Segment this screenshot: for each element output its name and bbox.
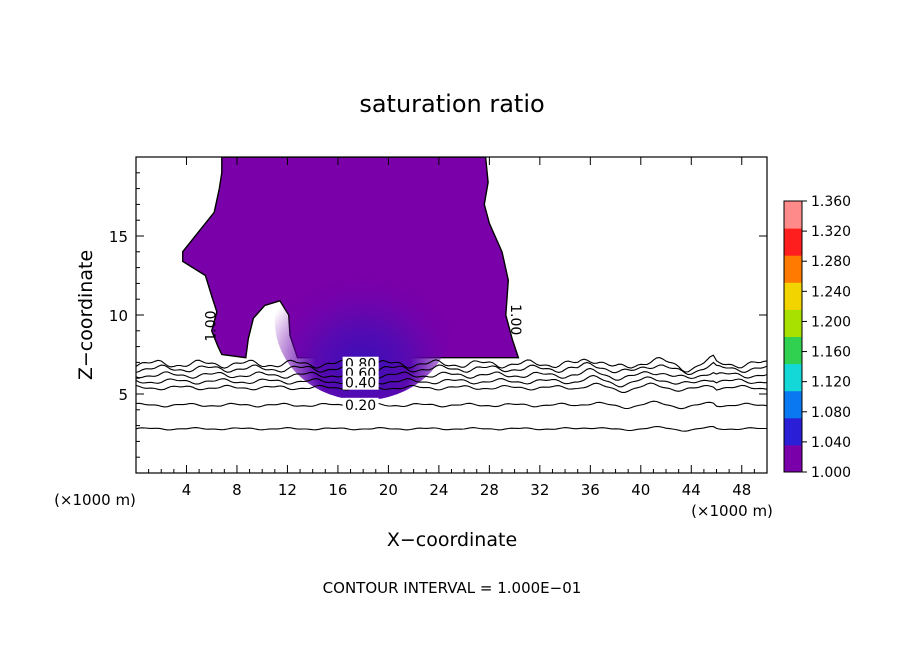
x-tick-label: 44 xyxy=(682,481,701,499)
colorbar-label: 1.200 xyxy=(811,314,851,330)
colorbar-label: 1.040 xyxy=(811,435,851,451)
y-axis-label: Z−coordinate xyxy=(75,250,97,380)
y-tick-label: 5 xyxy=(118,386,128,404)
x-tick-label: 4 xyxy=(182,481,192,499)
x-unit-left: (×1000 m) xyxy=(54,491,136,509)
colorbar-swatch xyxy=(784,201,802,229)
x-tick-label: 32 xyxy=(530,481,549,499)
contour-line-0.5 xyxy=(136,382,767,393)
supersaturated-core xyxy=(274,242,452,401)
colorbar-swatch xyxy=(784,309,802,337)
colorbar: 1.360 1.320 1.280 1.240 1.200 1.160 1.120 1.080… xyxy=(783,194,851,481)
colorbar-label: 1.080 xyxy=(811,405,851,421)
colorbar-swatch xyxy=(784,255,802,283)
x-axis-label: X−coordinate xyxy=(387,529,517,551)
contour-label: 0.20 xyxy=(345,398,376,414)
colorbar-label: 1.280 xyxy=(811,254,851,270)
colorbar-swatch xyxy=(784,444,802,473)
x-axis-ticks: 4 8 12 16 20 24 28 32 36 40 44 48 xyxy=(148,157,755,499)
colorbar-swatch xyxy=(784,282,802,310)
colorbar-label: 1.240 xyxy=(811,284,851,300)
x-tick-label: 36 xyxy=(581,481,600,499)
colorbar-label: 1.160 xyxy=(811,345,851,361)
colorbar-label: 1.360 xyxy=(811,194,851,210)
colorbar-label: 1.000 xyxy=(811,465,851,481)
x-tick-label: 28 xyxy=(480,481,499,499)
contour-label: 1.00 xyxy=(507,304,523,335)
x-tick-label: 40 xyxy=(631,481,650,499)
contour-line-0.7 xyxy=(136,367,767,381)
contour-line-0.9 xyxy=(136,354,767,373)
x-tick-label: 8 xyxy=(232,481,242,499)
contour-interval-note: CONTOUR INTERVAL = 1.000E−01 xyxy=(323,579,582,597)
colorbar-swatch xyxy=(784,390,802,419)
x-unit-right: (×1000 m) xyxy=(691,502,773,520)
contour-line-0.2 xyxy=(136,425,767,432)
contour-label: 0.40 xyxy=(345,376,376,392)
x-tick-label: 20 xyxy=(379,481,398,499)
contour-line-0.4 xyxy=(136,400,767,410)
x-tick-label: 48 xyxy=(732,481,751,499)
colorbar-swatch xyxy=(784,228,802,256)
colorbar-swatch xyxy=(784,417,802,446)
colorbar-frame xyxy=(783,200,803,473)
plot-area: 0.800.600.400.201.00 1.00 4 8 12 16 20 24 28 32 3… xyxy=(109,156,768,499)
y-tick-label: 15 xyxy=(109,228,128,246)
colorbar-swatch xyxy=(784,336,802,365)
colorbar-swatch xyxy=(784,363,802,392)
y-axis-ticks: 5 10 15 xyxy=(109,172,767,458)
contour-line-0.8 xyxy=(136,361,767,376)
x-tick-label: 24 xyxy=(429,481,448,499)
x-tick-label: 16 xyxy=(328,481,347,499)
chart-title: saturation ratio xyxy=(359,90,544,118)
colorbar-label: 1.120 xyxy=(811,375,851,391)
contour-label: 1.00 xyxy=(204,310,220,341)
contour-labels: 0.800.600.400.201.00 1.00 xyxy=(204,304,523,414)
x-tick-label: 12 xyxy=(278,481,297,499)
contour-line-0.6 xyxy=(136,374,767,388)
contour-lines xyxy=(136,354,767,432)
colorbar-label: 1.320 xyxy=(811,224,851,240)
y-tick-label: 10 xyxy=(109,307,128,325)
